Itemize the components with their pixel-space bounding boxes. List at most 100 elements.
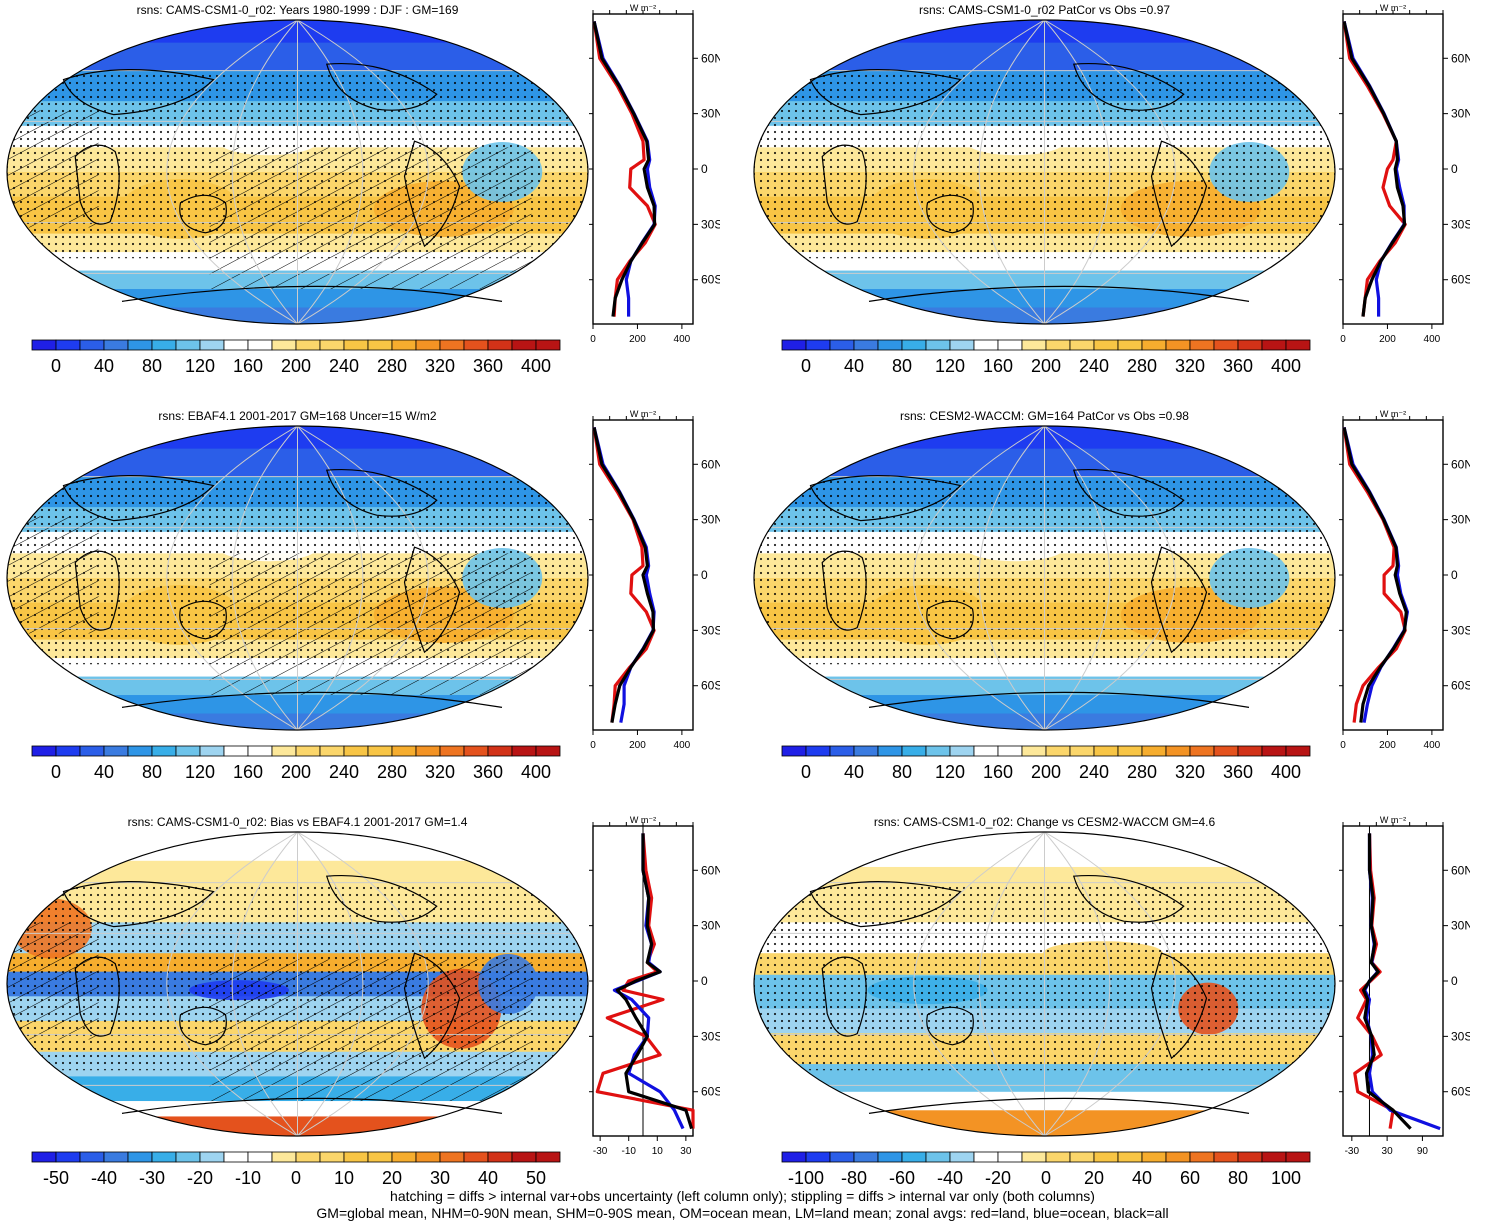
panel-5-title: rsns: CAMS-CSM1-0_r02: Bias vs EBAF4.1 2… [127, 815, 468, 829]
continent-outline [809, 475, 962, 522]
meridian [1044, 832, 1111, 1136]
meridian [166, 20, 298, 324]
colorbar-swatch [199, 339, 225, 351]
colorbar-swatch [463, 745, 489, 757]
colorbar-swatch [127, 339, 153, 351]
colorbar-swatch [1237, 745, 1263, 757]
colorbar-swatch [877, 1151, 903, 1163]
colorbar-swatch [1117, 1151, 1143, 1163]
colorbar-swatch [1165, 1151, 1191, 1163]
colorbar-swatch [829, 339, 855, 351]
colorbar-swatch [247, 1151, 273, 1163]
panel-6-zonal-profile: W m⁻² 60N 30N 0 30S 60S -30 30 90 [1339, 815, 1470, 1157]
colorbar-tick-label: 120 [935, 356, 965, 376]
colorbar-swatch [439, 339, 465, 351]
continent-outline [62, 881, 215, 928]
panel-5-colorbar: -50 -40 -30 -20 -10 0 10 20 30 40 50 [31, 1151, 561, 1188]
colorbar-swatch [55, 1151, 81, 1163]
lat-tick-label: 30S [1451, 1029, 1470, 1043]
panel-1-colorbar: 0 40 80 120 160 200 240 280 320 360 400 [31, 339, 561, 376]
colorbar-tick-label: 0 [1041, 1168, 1051, 1188]
colorbar-swatch [103, 745, 129, 757]
continent-outline [403, 952, 461, 1060]
lat-tick-label: 60S [1451, 679, 1470, 693]
lat-tick-label: 30S [701, 1029, 720, 1043]
colorbar-swatch [997, 339, 1023, 351]
colorbar-swatch [55, 745, 81, 757]
meridian [913, 832, 1045, 1136]
continent-outline [325, 63, 438, 111]
panel-4-zonal-profile: W m⁻² 60N 30N 0 30S 60S 0 200 400 [1339, 409, 1470, 751]
colorbar-swatch [1213, 1151, 1239, 1163]
colorbar-swatch [535, 745, 561, 757]
continent-outline [62, 69, 215, 116]
panel-2-title: rsns: CAMS-CSM1-0_r02 PatCor vs Obs =0.9… [918, 3, 1171, 17]
meridian [978, 20, 1045, 324]
colorbar-swatch [805, 339, 831, 351]
panel-1-title: rsns: CAMS-CSM1-0_r02: Years 1980-1999 :… [136, 3, 459, 17]
colorbar-tick-label: -60 [889, 1168, 915, 1188]
colorbar-swatch [1213, 339, 1239, 351]
panel-5-zonal-profile: W m⁻² 60N 30N 0 30S 60S -30 -10 10 30 [589, 815, 720, 1157]
colorbar-tick-label: 80 [142, 356, 162, 376]
colorbar-swatch [1045, 339, 1071, 351]
colorbar-tick-label: 200 [1031, 762, 1061, 782]
colorbar-swatch [415, 1151, 441, 1163]
x-tick-label: 200 [629, 334, 646, 345]
colorbar-swatch [415, 745, 441, 757]
colorbar-tick-label: 40 [844, 762, 864, 782]
colorbar-swatch [1189, 1151, 1215, 1163]
profile-unit: W m⁻² [1380, 3, 1406, 13]
profile-frame [1342, 13, 1444, 325]
colorbar-swatch [319, 339, 345, 351]
lat-tick-label: 30N [1451, 513, 1470, 527]
continent-outline [868, 285, 1250, 302]
x-tick-label: 0 [1340, 740, 1346, 751]
continent-outline [62, 475, 215, 522]
colorbar-swatch [781, 745, 807, 757]
lat-tick-label: 0 [701, 568, 708, 582]
continent-outline [1150, 546, 1208, 654]
colorbar-swatch [973, 1151, 999, 1163]
colorbar-tick-label: 80 [142, 762, 162, 782]
map-border [6, 831, 589, 1137]
map-border [6, 19, 589, 325]
colorbar-swatch [55, 339, 81, 351]
panel-2-zonal-profile: W m⁻² 60N 30N 0 30S 60S 0 200 400 [1339, 3, 1470, 345]
colorbar-swatch [1093, 339, 1119, 351]
colorbar-tick-label: 400 [521, 356, 551, 376]
colorbar-tick-label: 0 [801, 356, 811, 376]
colorbar-swatch [997, 1151, 1023, 1163]
colorbar-swatch [973, 339, 999, 351]
meridian [1044, 832, 1176, 1136]
colorbar-tick-label: 400 [1271, 762, 1301, 782]
colorbar-swatch [175, 1151, 201, 1163]
colorbar-swatch [1261, 1151, 1287, 1163]
series-all [1342, 427, 1408, 723]
map-border [753, 831, 1336, 1137]
profile-frame [1342, 419, 1444, 731]
x-tick-label: 10 [652, 1146, 664, 1157]
lat-tick-label: 30N [701, 919, 720, 933]
colorbar-tick-label: 280 [377, 762, 407, 782]
series-all [1362, 833, 1412, 1130]
continent-outline [1150, 952, 1208, 1060]
continent-outline [121, 1097, 503, 1114]
x-tick-label: -30 [1345, 1146, 1360, 1157]
colorbar-swatch [463, 339, 489, 351]
colorbar-swatch [415, 339, 441, 351]
colorbar-swatch [271, 745, 297, 757]
colorbar-tick-label: 0 [51, 356, 61, 376]
colorbar-tick-label: -30 [139, 1168, 165, 1188]
continent-outline [809, 69, 962, 116]
continent-outline [926, 194, 974, 234]
continent-outline [74, 956, 120, 1037]
series-land [595, 833, 695, 1129]
meridian [1044, 20, 1176, 324]
colorbar-tick-label: 80 [1228, 1168, 1248, 1188]
colorbar-tick-label: 200 [281, 356, 311, 376]
panel-6-map [753, 831, 1336, 1137]
colorbar-swatch [295, 745, 321, 757]
continent-outline [1072, 875, 1185, 923]
colorbar-swatch [463, 1151, 489, 1163]
